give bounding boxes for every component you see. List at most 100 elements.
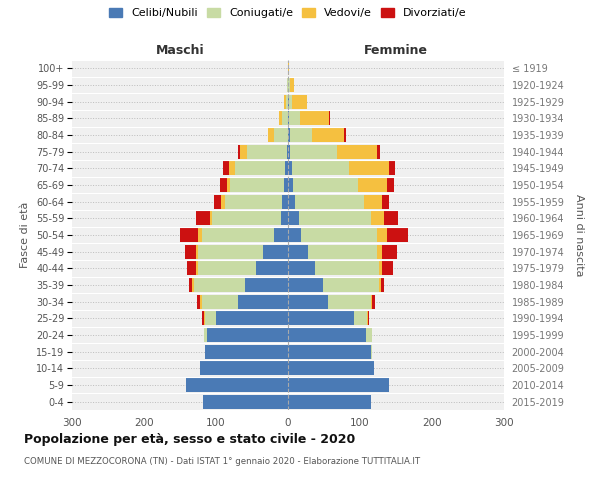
Bar — [223, 162, 229, 175]
Bar — [329, 112, 331, 126]
Bar — [188, 278, 192, 292]
Bar — [364, 194, 382, 209]
Bar — [224, 194, 282, 209]
Text: Femmine: Femmine — [364, 44, 428, 57]
Bar — [377, 228, 388, 242]
Bar — [197, 294, 200, 308]
Bar — [186, 378, 288, 392]
Bar — [202, 311, 204, 326]
Y-axis label: Fasce di età: Fasce di età — [20, 202, 31, 268]
Bar — [205, 344, 288, 359]
Bar — [288, 178, 293, 192]
Bar — [288, 128, 290, 142]
Bar — [200, 361, 288, 376]
Bar — [358, 178, 386, 192]
Bar — [290, 78, 294, 92]
Bar — [288, 328, 366, 342]
Bar — [288, 211, 299, 226]
Bar — [203, 394, 288, 409]
Bar — [198, 244, 263, 259]
Y-axis label: Anni di nascita: Anni di nascita — [574, 194, 584, 276]
Bar — [300, 112, 329, 126]
Bar — [282, 194, 288, 209]
Bar — [371, 344, 372, 359]
Text: COMUNE DI MEZZOCORONA (TN) - Dati ISTAT 1° gennaio 2020 - Elaborazione TUTTITALI: COMUNE DI MEZZOCORONA (TN) - Dati ISTAT … — [24, 457, 420, 466]
Bar — [204, 311, 205, 326]
Bar — [229, 162, 235, 175]
Bar — [288, 244, 308, 259]
Bar — [371, 211, 384, 226]
Bar — [289, 94, 292, 109]
Bar — [386, 178, 394, 192]
Bar — [245, 278, 288, 292]
Bar — [290, 128, 312, 142]
Bar — [382, 194, 389, 209]
Bar — [284, 178, 288, 192]
Bar — [274, 128, 288, 142]
Bar — [382, 261, 393, 276]
Bar — [286, 94, 288, 109]
Bar — [198, 261, 256, 276]
Bar — [220, 178, 227, 192]
Bar — [196, 211, 210, 226]
Text: Maschi: Maschi — [155, 44, 205, 57]
Bar — [379, 261, 382, 276]
Bar — [247, 144, 287, 159]
Bar — [238, 294, 288, 308]
Bar — [292, 94, 307, 109]
Bar — [366, 328, 371, 342]
Bar — [288, 194, 295, 209]
Bar — [192, 278, 194, 292]
Bar — [316, 261, 379, 276]
Bar — [377, 144, 380, 159]
Bar — [196, 261, 198, 276]
Bar — [200, 294, 202, 308]
Bar — [205, 311, 216, 326]
Bar — [295, 194, 364, 209]
Bar — [381, 278, 385, 292]
Bar — [284, 94, 286, 109]
Bar — [288, 62, 289, 76]
Bar — [194, 278, 245, 292]
Bar — [308, 244, 377, 259]
Bar — [379, 278, 381, 292]
Bar — [282, 112, 288, 126]
Bar — [323, 278, 379, 292]
Bar — [290, 144, 337, 159]
Bar — [256, 261, 288, 276]
Bar — [230, 178, 284, 192]
Bar — [202, 294, 238, 308]
Bar — [288, 278, 323, 292]
Bar — [198, 228, 202, 242]
Bar — [377, 244, 382, 259]
Bar — [382, 244, 397, 259]
Bar — [293, 178, 358, 192]
Bar — [368, 311, 370, 326]
Bar — [238, 144, 240, 159]
Bar — [289, 112, 300, 126]
Bar — [288, 378, 389, 392]
Bar — [384, 211, 398, 226]
Bar — [285, 162, 288, 175]
Bar — [288, 162, 292, 175]
Bar — [196, 244, 198, 259]
Bar — [281, 211, 288, 226]
Bar — [287, 78, 288, 92]
Bar — [288, 394, 371, 409]
Bar — [221, 194, 224, 209]
Bar — [268, 128, 274, 142]
Bar — [354, 311, 367, 326]
Bar — [235, 162, 285, 175]
Legend: Celibi/Nubili, Coniugati/e, Vedovi/e, Divorziati/e: Celibi/Nubili, Coniugati/e, Vedovi/e, Di… — [105, 4, 471, 23]
Bar — [288, 94, 289, 109]
Text: Popolazione per età, sesso e stato civile - 2020: Popolazione per età, sesso e stato civil… — [24, 432, 355, 446]
Bar — [204, 328, 208, 342]
Bar — [288, 144, 290, 159]
Bar — [274, 228, 288, 242]
Bar — [263, 244, 288, 259]
Bar — [344, 128, 346, 142]
Bar — [288, 311, 354, 326]
Bar — [187, 261, 196, 276]
Bar — [288, 228, 301, 242]
Bar — [288, 261, 316, 276]
